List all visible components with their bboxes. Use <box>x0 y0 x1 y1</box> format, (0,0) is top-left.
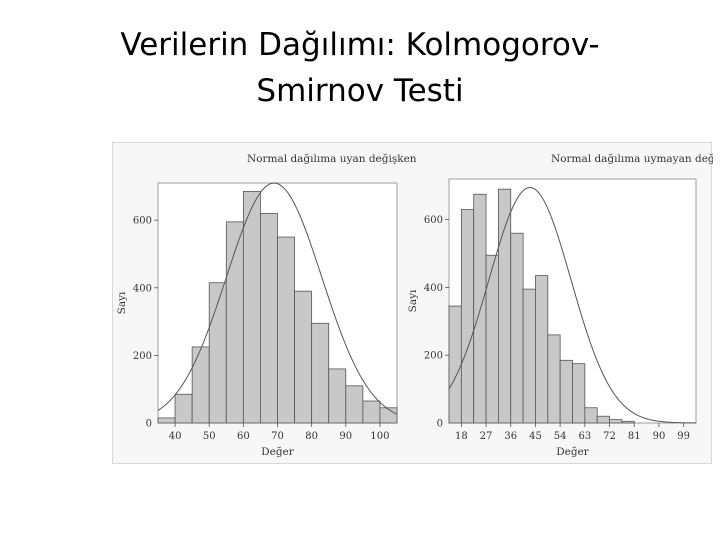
histogram-bar <box>311 322 330 424</box>
x-tick-label: 63 <box>578 431 591 442</box>
x-tick-label: 90 <box>653 431 666 442</box>
histogram-bar <box>497 188 512 424</box>
x-tick-label: 72 <box>603 431 616 442</box>
histogram-panel-2: Normal dağılıma uymayan değişken 18 27 36 45… <box>407 152 713 458</box>
slide-title: Verilerin Dağılımı: Kolmogorov- Smirnov … <box>0 22 720 114</box>
histogram-bar <box>535 275 549 424</box>
normal-curve <box>448 186 697 424</box>
histogram-bar <box>362 400 381 424</box>
x-tick-label: 100 <box>370 431 389 442</box>
panel-title: Normal dağılıma uyan değişken <box>247 152 417 165</box>
x-tick-label: 27 <box>480 431 493 442</box>
histogram-bar <box>345 385 364 424</box>
histogram-bar <box>448 305 462 424</box>
x-tick-label: 50 <box>203 431 216 442</box>
x-tick-label: 36 <box>504 431 517 442</box>
x-tick-label: 90 <box>339 431 352 442</box>
x-tick-label: 70 <box>271 431 284 442</box>
histogram-bar <box>584 407 598 424</box>
histogram-bar <box>277 236 295 424</box>
x-tick-label: 54 <box>554 431 567 442</box>
x-axis-label: Değer <box>261 445 295 458</box>
histogram-bar <box>260 213 278 424</box>
histogram-bar <box>522 288 536 424</box>
histogram-bar <box>547 334 561 424</box>
histogram-bar <box>485 254 499 424</box>
normal-curve <box>157 182 398 415</box>
y-tick-label: 600 <box>424 215 443 226</box>
histogram-bar <box>191 346 210 424</box>
x-tick-label: 45 <box>529 431 542 442</box>
histogram-bar <box>294 290 313 424</box>
histogram-bar <box>157 417 176 424</box>
y-tick-label: 400 <box>424 283 443 294</box>
x-tick-label: 99 <box>677 431 690 442</box>
histogram-bar <box>174 393 193 424</box>
slide-title-line-1: Verilerin Dağılımı: Kolmogorov- <box>120 27 600 63</box>
x-tick-label: 80 <box>305 431 318 442</box>
histogram-bar <box>559 359 573 424</box>
x-tick-label: 60 <box>237 431 250 442</box>
y-tick-label-zero: 0 <box>437 419 443 430</box>
histogram-bar <box>572 363 586 424</box>
y-axis-label: Sayı <box>407 289 419 312</box>
histogram-bar <box>328 368 347 424</box>
x-tick-label: 81 <box>628 431 641 442</box>
histogram-bar <box>242 191 261 424</box>
y-tick-label-zero: 0 <box>146 419 152 430</box>
y-tick-label: 200 <box>133 351 152 362</box>
y-tick-label: 600 <box>133 216 152 227</box>
histogram-figure-svg: Normal dağılıma uyan değişken 40 50 60 70 80 9… <box>116 152 713 458</box>
histogram-bar <box>460 209 475 424</box>
y-axis-label: Sayı <box>116 291 128 314</box>
histogram-figure: Normal dağılıma uyan değişken 40 50 60 70 80 9… <box>112 142 713 464</box>
y-tick-label: 400 <box>133 283 152 294</box>
histogram-bar <box>596 415 610 424</box>
histogram-bar <box>379 407 398 424</box>
x-tick-label: 40 <box>169 431 182 442</box>
histogram-bar <box>473 193 487 424</box>
slide-title-line-2: Smirnov Testi <box>256 73 464 109</box>
histogram-bar <box>609 419 623 424</box>
histogram-bar <box>621 420 635 424</box>
x-tick-label: 18 <box>455 431 468 442</box>
y-tick-label: 200 <box>424 351 443 362</box>
histogram-bar <box>510 232 524 424</box>
histogram-panel-1: Normal dağılıma uyan değişken 40 50 60 70 80 9… <box>116 152 417 458</box>
x-axis-label: Değer <box>556 445 590 458</box>
panel-title: Normal dağılıma uymayan değişken <box>551 152 713 165</box>
